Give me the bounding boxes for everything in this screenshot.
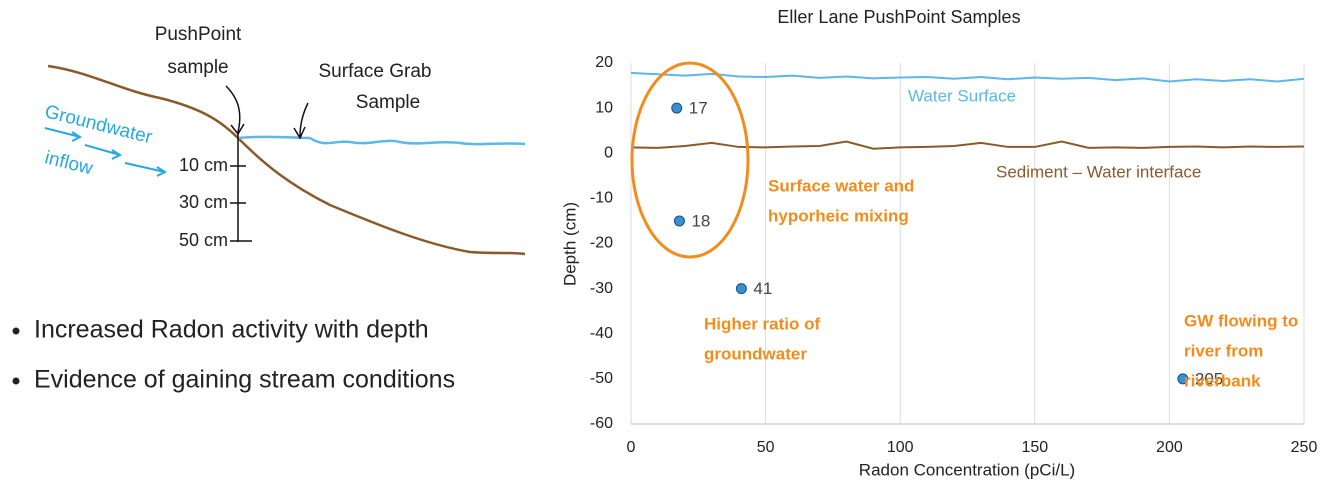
y-tick-label: -20 xyxy=(590,235,613,252)
data-point xyxy=(735,283,747,295)
bullet: Increased Radon activity with depth xyxy=(34,316,429,344)
line-label: Water Surface xyxy=(908,86,1016,105)
label: PushPoint xyxy=(155,24,242,45)
line-label: Sediment – Water interface xyxy=(996,162,1201,181)
water-surface xyxy=(237,135,526,146)
y-tick-label: 20 xyxy=(595,54,613,71)
x-tick-label: 0 xyxy=(627,439,636,456)
label: sample xyxy=(167,57,228,78)
chart-title: Eller Lane PushPoint Samples xyxy=(777,7,1020,27)
data-label: 17 xyxy=(689,99,708,118)
label: 50 cm xyxy=(179,230,228,250)
annotation: groundwater xyxy=(704,344,807,363)
annotation: GW flowing to xyxy=(1184,311,1298,330)
arrow xyxy=(293,102,309,140)
y-tick-label: -30 xyxy=(590,280,613,297)
bullet-dot xyxy=(12,327,20,335)
data-label: 205 xyxy=(1195,369,1223,388)
label: inflow xyxy=(43,147,95,179)
data-label: 41 xyxy=(753,279,772,298)
label: 30 cm xyxy=(179,192,228,212)
series-line xyxy=(630,71,1305,83)
arrow xyxy=(225,85,245,136)
flow-arrows xyxy=(44,127,168,177)
bullet-dot xyxy=(12,377,20,385)
y-axis-label: Depth (cm) xyxy=(560,202,579,286)
annotation: riverbank xyxy=(1184,371,1261,390)
bank-profile xyxy=(47,64,526,256)
data-point xyxy=(673,215,685,227)
label: 10 cm xyxy=(179,155,228,175)
series-line xyxy=(630,140,1305,150)
x-tick-label: 50 xyxy=(757,439,775,456)
y-tick-label: -50 xyxy=(590,370,613,387)
data-point xyxy=(671,102,683,114)
x-tick-label: 100 xyxy=(887,439,914,456)
annotation: Surface water and xyxy=(768,176,914,195)
annotation: hyporheic mixing xyxy=(768,206,909,225)
annotation: river from xyxy=(1184,341,1263,360)
annotation: Higher ratio of xyxy=(704,314,821,333)
label: Sample xyxy=(356,92,420,113)
y-tick-label: 10 xyxy=(595,99,613,116)
highlight-ellipse xyxy=(630,61,750,259)
label: Surface Grab xyxy=(319,61,432,82)
x-tick-label: 250 xyxy=(1291,439,1318,456)
y-tick-label: -60 xyxy=(590,415,613,432)
label: Groundwater xyxy=(43,101,155,148)
x-tick-label: 200 xyxy=(1156,439,1183,456)
y-tick-label: -40 xyxy=(590,325,613,342)
bullet: Evidence of gaining stream conditions xyxy=(34,366,455,394)
data-label: 18 xyxy=(691,211,710,230)
y-tick-label: -10 xyxy=(590,190,613,207)
x-tick-label: 150 xyxy=(1021,439,1048,456)
x-axis-label: Radon Concentration (pCi/L) xyxy=(859,460,1075,479)
data-point xyxy=(1177,373,1189,385)
y-tick-label: 0 xyxy=(604,144,613,161)
